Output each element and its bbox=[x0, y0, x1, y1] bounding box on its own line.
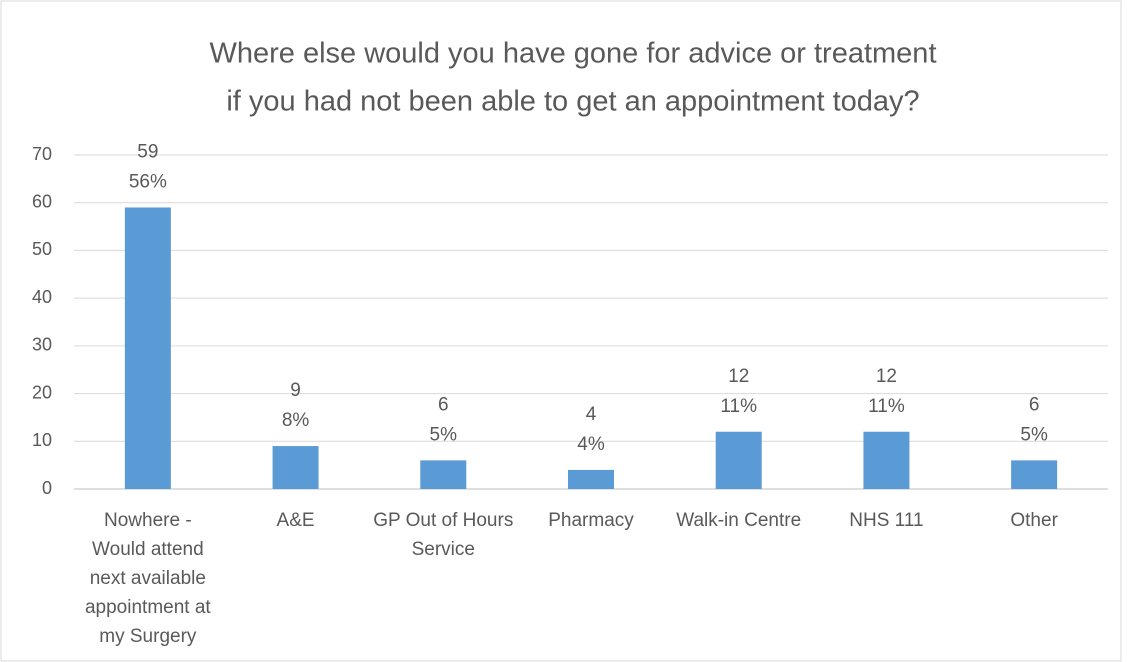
data-label: 4 bbox=[586, 404, 597, 425]
x-tick-label: Nowhere - Would attend next available ap… bbox=[84, 510, 211, 647]
bar bbox=[1011, 460, 1058, 489]
x-tick-label: NHS 111 bbox=[849, 510, 924, 531]
x-tick-label-box: Walk-in Centre bbox=[676, 510, 802, 531]
data-label: 9 bbox=[290, 380, 301, 401]
data-label: 6 bbox=[1029, 394, 1040, 415]
x-tick-label-box: GP Out of Hours Service bbox=[373, 510, 514, 560]
x-tick-label-box: Nowhere - Would attend next available ap… bbox=[84, 510, 211, 647]
data-label: 12 bbox=[876, 366, 897, 387]
x-tick-label: A&E bbox=[276, 510, 315, 531]
y-tick-label: 70 bbox=[32, 144, 52, 164]
bar bbox=[568, 469, 614, 489]
percent-label: 56% bbox=[129, 172, 167, 193]
x-tick-label-box: NHS 111 bbox=[849, 510, 924, 531]
percent-label: 11% bbox=[868, 396, 905, 417]
data-label: 12 bbox=[728, 366, 749, 387]
x-tick-label: GP Out of Hours Service bbox=[373, 510, 514, 560]
y-tick-label: 10 bbox=[32, 430, 52, 450]
x-tick-label: Walk-in Centre bbox=[676, 510, 802, 531]
y-tick-label: 0 bbox=[42, 478, 52, 498]
bar bbox=[420, 460, 467, 489]
y-tick-label: 50 bbox=[32, 239, 52, 259]
data-label: 59 bbox=[137, 142, 158, 163]
percent-label: 5% bbox=[1020, 424, 1048, 445]
x-tick-label-box: Pharmacy bbox=[548, 510, 634, 531]
bar bbox=[863, 431, 910, 489]
y-tick-label: 60 bbox=[32, 191, 52, 211]
percent-label: 11% bbox=[720, 396, 757, 417]
x-tick-label: Other bbox=[1010, 510, 1058, 531]
x-tick-label: Pharmacy bbox=[548, 510, 634, 531]
bar bbox=[124, 207, 171, 489]
chart-title: if you had not been able to get an appoi… bbox=[226, 86, 919, 118]
y-tick-label: 20 bbox=[32, 382, 52, 402]
y-tick-label: 40 bbox=[32, 287, 52, 307]
y-tick-label: 30 bbox=[32, 335, 52, 355]
bar bbox=[272, 446, 319, 489]
percent-label: 4% bbox=[577, 434, 605, 455]
chart-title: Where else would you have gone for advic… bbox=[209, 38, 936, 70]
bar bbox=[715, 431, 762, 489]
percent-label: 8% bbox=[282, 410, 310, 431]
percent-label: 5% bbox=[430, 424, 458, 445]
data-label: 6 bbox=[438, 394, 449, 415]
x-tick-label-box: Other bbox=[1010, 510, 1058, 531]
x-tick-label-box: A&E bbox=[276, 510, 315, 531]
